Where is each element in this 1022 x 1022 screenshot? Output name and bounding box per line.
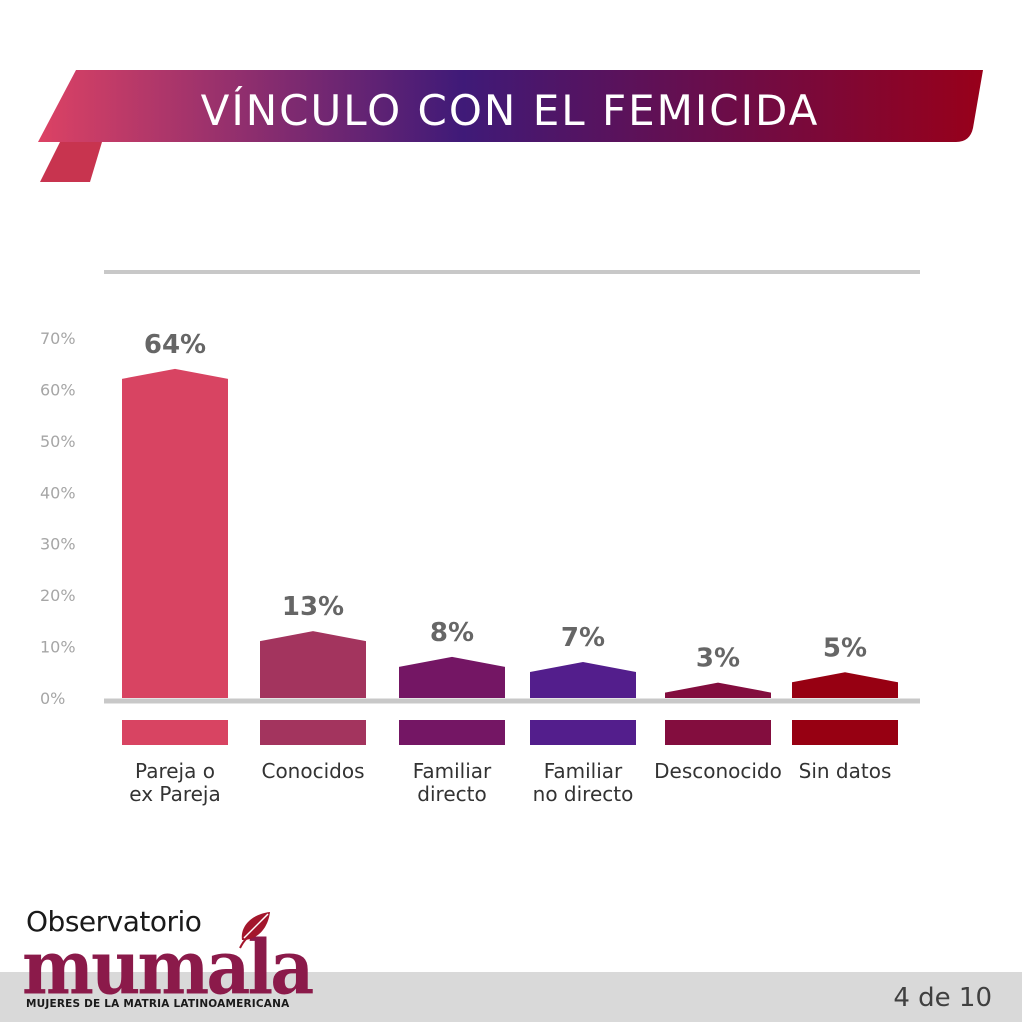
data-label: 5% [823, 633, 867, 663]
bar-reflection [399, 720, 505, 745]
y-tick-label: 60% [40, 380, 76, 399]
category-label: Sin datos [799, 759, 892, 783]
data-labels: 64% 13% 8% 7% 3% 5% [144, 330, 867, 674]
category-label: Desconocido [654, 759, 782, 783]
y-tick-label: 30% [40, 535, 76, 554]
bar-reflection [530, 720, 636, 745]
logo-main-text: mumala [22, 924, 314, 1012]
title-banner [38, 70, 983, 182]
category-label: Pareja o [135, 759, 215, 783]
logo-top-text: Observatorio [26, 905, 202, 938]
leaf-icon [239, 912, 270, 949]
bar-reflections [122, 720, 898, 745]
y-tick-label: 20% [40, 586, 76, 605]
bar [665, 682, 771, 698]
bar-reflection [260, 720, 366, 745]
y-tick-label: 70% [40, 329, 76, 348]
category-label: directo [417, 782, 486, 806]
logo-sub-text: MUJERES DE LA MATRIA LATINOAMERICANA [26, 998, 290, 1010]
bar-reflection [122, 720, 228, 745]
page-title: VÍNCULO CON EL FEMICIDA [200, 86, 820, 135]
category-label: Familiar [544, 759, 623, 783]
banner-ribbon [38, 70, 983, 142]
category-label: ex Pareja [129, 782, 220, 806]
data-label: 7% [561, 623, 605, 653]
bar-chart: 0% 10% 20% 30% 40% 50% 60% 70% 64% 13% 8% 7% 3% 5% P… [40, 270, 920, 806]
bar [260, 631, 366, 698]
category-label: Familiar [413, 759, 492, 783]
y-tick-label: 40% [40, 483, 76, 502]
data-label: 3% [696, 644, 740, 674]
bar [530, 662, 636, 698]
bar [792, 672, 898, 698]
data-label: 8% [430, 618, 474, 648]
page-number: 4 de 10 [893, 983, 992, 1013]
footer-bar [0, 972, 1022, 1022]
category-label: Conocidos [261, 759, 364, 783]
bar-reflection [665, 720, 771, 745]
bar [399, 656, 505, 698]
data-label: 64% [144, 330, 206, 360]
bars [122, 368, 898, 698]
bar [122, 368, 228, 698]
data-label: 13% [282, 592, 344, 622]
y-tick-label: 10% [40, 638, 76, 657]
y-tick-label: 50% [40, 432, 76, 451]
y-axis-ticks: 0% 10% 20% 30% 40% 50% 60% 70% [40, 329, 76, 708]
y-tick-label: 0% [40, 689, 65, 708]
category-label: no directo [533, 782, 634, 806]
banner-fold [40, 142, 102, 182]
bar-reflection [792, 720, 898, 745]
